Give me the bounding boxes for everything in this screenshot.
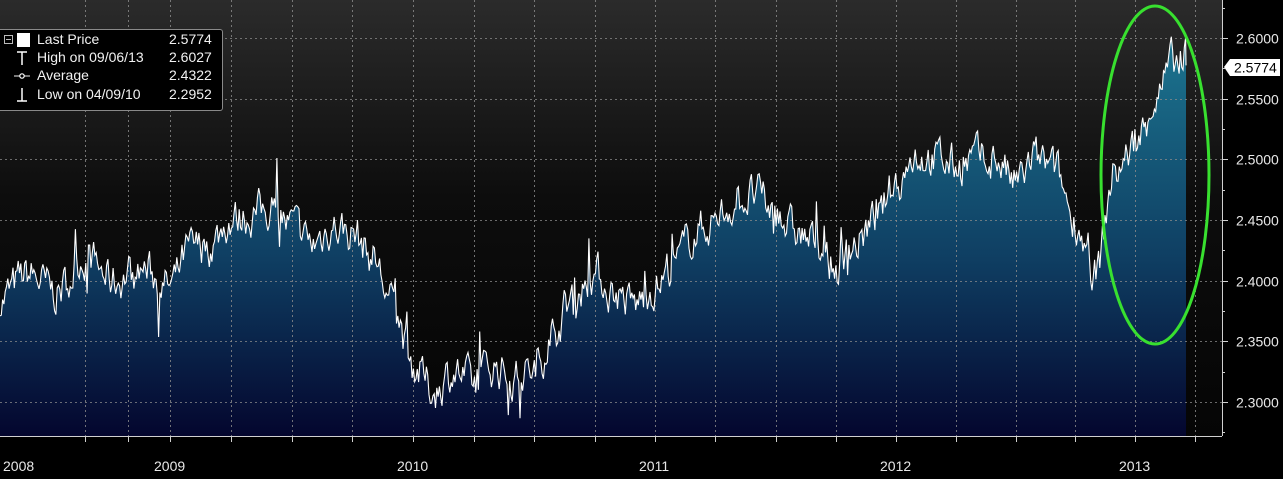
collapse-icon[interactable] — [4, 35, 13, 44]
y-tick-label: 2.6000 — [1236, 31, 1279, 47]
x-axis-ticks: 2008 2009 2010 2011 2012 2013 — [3, 436, 1196, 474]
x-tick-label: 2011 — [639, 458, 669, 474]
y-tick-label: 2.5000 — [1236, 152, 1279, 168]
legend-high-label: High on 09/06/13 — [37, 49, 144, 65]
legend-last-price-value: 2.5774 — [169, 31, 212, 47]
legend-high-value: 2.6027 — [169, 49, 212, 65]
low-marker-icon — [13, 86, 31, 104]
legend-last-price-label: Last Price — [37, 31, 100, 47]
last-price-tag: 2.5774 — [1224, 59, 1280, 76]
y-tick-label: 2.4000 — [1236, 274, 1279, 290]
price-line — [0, 36, 1187, 419]
average-marker-icon — [13, 67, 31, 85]
legend-row-last-price: Last Price 2.5774 — [0, 31, 222, 49]
high-marker-icon — [13, 49, 31, 67]
x-axis-background — [0, 436, 1283, 479]
legend-row-average: Average 2.4322 — [0, 67, 222, 85]
legend-average-value: 2.4322 — [169, 67, 212, 83]
legend: Last Price 2.5774 High on 09/06/13 2.602… — [0, 29, 223, 111]
x-tick-label: 2013 — [1119, 458, 1150, 474]
x-tick-label: 2009 — [154, 458, 185, 474]
y-axis-ticks: 2.3000 2.3500 2.4000 2.4500 2.5000 2.5500 2.60… — [1222, 8, 1279, 433]
legend-low-label: Low on 04/09/10 — [37, 86, 141, 102]
price-area — [0, 36, 1186, 436]
x-tick-label: 2012 — [880, 458, 911, 474]
y-tick-label: 2.3500 — [1236, 334, 1279, 350]
x-tick-label: 2008 — [3, 458, 34, 474]
legend-row-high: High on 09/06/13 2.6027 — [0, 49, 222, 67]
highlight-ellipse — [1099, 4, 1211, 346]
axis-background — [1222, 0, 1283, 479]
grid-lines — [0, 0, 1222, 436]
y-tick-label: 2.4500 — [1236, 213, 1279, 229]
white-square-icon — [13, 31, 31, 49]
last-price-tag-text: 2.5774 — [1234, 60, 1277, 76]
legend-average-label: Average — [37, 67, 89, 83]
y-tick-label: 2.3000 — [1236, 395, 1279, 411]
legend-low-value: 2.2952 — [169, 86, 212, 102]
legend-row-low: Low on 04/09/10 2.2952 — [0, 86, 222, 104]
y-tick-label: 2.5500 — [1236, 92, 1279, 108]
x-tick-label: 2010 — [397, 458, 428, 474]
